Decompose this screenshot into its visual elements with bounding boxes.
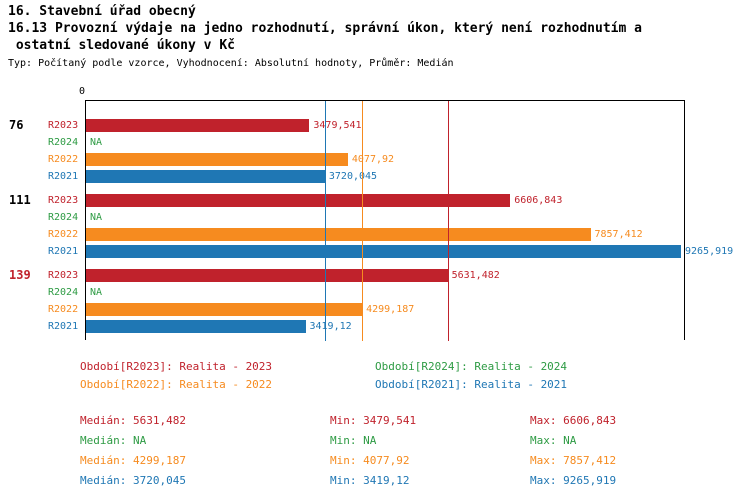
bar-value-label-76-R2022: 4077,92 bbox=[351, 154, 395, 165]
stat-median-r2022: Medián: 4299,187 bbox=[80, 454, 186, 467]
series-label-111-R2022: R2022 bbox=[48, 229, 79, 240]
bar-na-label-76-R2024: NA bbox=[90, 137, 103, 148]
bar-76-R2021 bbox=[86, 170, 325, 183]
axis-zero-label: 0 bbox=[79, 86, 86, 97]
stat-min-r2022: Min: 4077,92 bbox=[330, 454, 410, 467]
stat-median-r2021: Medián: 3720,045 bbox=[80, 474, 186, 487]
chart-title-line3: ostatní sledované úkony v Kč bbox=[8, 38, 235, 53]
bar-value-label-111-R2022: 7857,412 bbox=[594, 229, 643, 240]
series-label-139-R2023: R2023 bbox=[48, 270, 79, 281]
group-label-111: 111 bbox=[9, 193, 31, 207]
series-label-76-R2024: R2024 bbox=[48, 137, 79, 148]
group-label-139: 139 bbox=[9, 268, 31, 282]
legend-r2024: Období[R2024]: Realita - 2024 bbox=[375, 360, 568, 373]
bar-139-R2022 bbox=[86, 303, 363, 316]
bar-na-label-111-R2024: NA bbox=[90, 212, 103, 223]
stat-max-r2024: Max: NA bbox=[530, 434, 577, 447]
legend-r2022: Období[R2022]: Realita - 2022 bbox=[80, 378, 273, 391]
legend: Období[R2023]: Realita - 2023 Období[R202… bbox=[0, 360, 750, 400]
series-label-139-R2021: R2021 bbox=[48, 321, 79, 332]
series-label-111-R2024: R2024 bbox=[48, 212, 79, 223]
stat-max-r2021: Max: 9265,919 bbox=[530, 474, 617, 487]
bar-139-R2023 bbox=[86, 269, 448, 282]
bar-value-label-76-R2021: 3720,045 bbox=[328, 171, 378, 182]
stat-median-r2023: Medián: 5631,482 bbox=[80, 414, 186, 427]
plot-area: 76 R2023 3479,541 R2024 NA R2022 4077,92 R2021 3… bbox=[9, 100, 733, 341]
series-label-76-R2022: R2022 bbox=[48, 154, 79, 165]
stat-min-r2021: Min: 3419,12 bbox=[330, 474, 410, 487]
bar-76-R2022 bbox=[86, 153, 348, 166]
bar-76-R2023 bbox=[86, 119, 310, 132]
chart-title-line2: 16.13 Provozní výdaje na jedno rozhodnut… bbox=[8, 21, 642, 36]
bar-value-label-139-R2022: 4299,187 bbox=[366, 304, 415, 315]
series-label-111-R2021: R2021 bbox=[48, 246, 79, 257]
bar-139-R2021 bbox=[86, 320, 306, 333]
stat-median-r2024: Medián: NA bbox=[80, 434, 147, 447]
median-line-R2023 bbox=[447, 101, 449, 341]
median-line-R2021 bbox=[324, 101, 326, 341]
bar-value-label-76-R2023: 3479,541 bbox=[313, 120, 362, 131]
legend-r2023: Období[R2023]: Realita - 2023 bbox=[80, 360, 273, 373]
series-label-111-R2023: R2023 bbox=[48, 195, 79, 206]
bar-111-R2022 bbox=[86, 228, 591, 241]
group-label-76: 76 bbox=[9, 118, 24, 132]
stat-min-r2023: Min: 3479,541 bbox=[330, 414, 417, 427]
bar-na-label-139-R2024: NA bbox=[90, 287, 103, 298]
bar-value-label-111-R2023: 6606,843 bbox=[514, 195, 563, 206]
series-label-139-R2024: R2024 bbox=[48, 287, 79, 298]
series-label-76-R2023: R2023 bbox=[48, 120, 79, 131]
stat-max-r2022: Max: 7857,412 bbox=[530, 454, 617, 467]
median-line-R2022 bbox=[362, 101, 364, 341]
series-label-76-R2021: R2021 bbox=[48, 171, 79, 182]
bar-value-label-139-R2023: 5631,482 bbox=[451, 270, 500, 281]
bar-value-label-139-R2021: 3419,12 bbox=[309, 321, 352, 332]
bar-111-R2023 bbox=[86, 194, 511, 207]
chart-meta-line: Typ: Počítaný podle vzorce, Vyhodnocení:… bbox=[8, 58, 454, 69]
stats-block: Medián: 5631,482 Min: 3479,541 Max: 6606,8… bbox=[0, 414, 750, 498]
bar-111-R2021 bbox=[86, 245, 681, 258]
stat-max-r2023: Max: 6606,843 bbox=[530, 414, 617, 427]
legend-r2021: Období[R2021]: Realita - 2021 bbox=[375, 378, 568, 391]
bar-value-label-111-R2021: 9265,919 bbox=[685, 246, 734, 257]
series-label-139-R2022: R2022 bbox=[48, 304, 79, 315]
chart-title-line1: 16. Stavební úřad obecný bbox=[8, 4, 196, 19]
stat-min-r2024: Min: NA bbox=[330, 434, 377, 447]
